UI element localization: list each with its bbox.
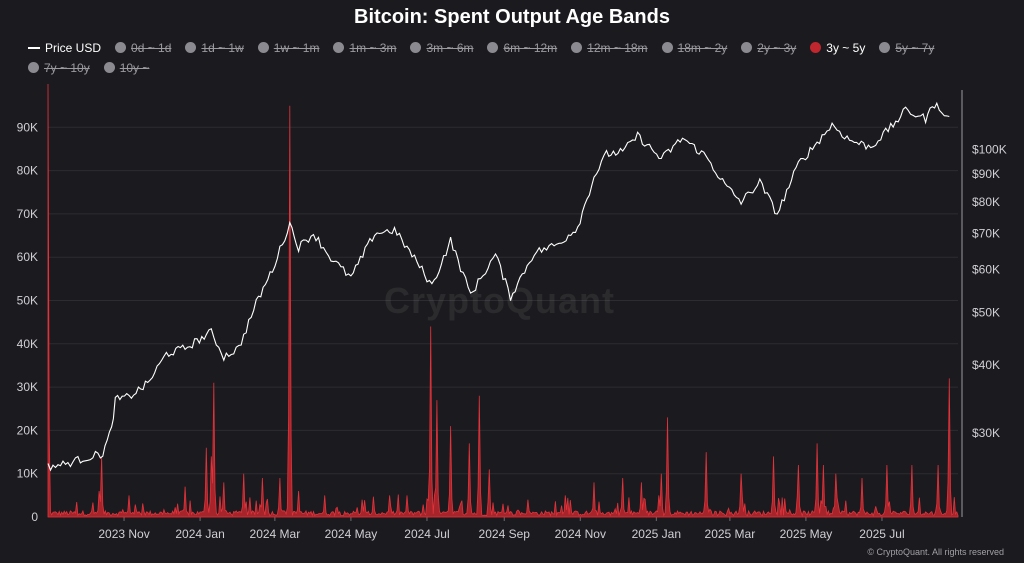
y-left-tick-label: 80K: [17, 164, 38, 178]
legend-item[interactable]: 10y ~: [103, 58, 150, 78]
legend-dot-icon: [487, 42, 499, 53]
legend-label: 6m ~ 12m: [503, 41, 558, 55]
y-left-tick-label: 50K: [17, 294, 38, 308]
legend-item[interactable]: 1w ~ 1m: [257, 38, 320, 58]
y-left-tick-label: 10K: [17, 467, 38, 481]
y-left-tick-label: 70K: [17, 207, 38, 221]
legend-dot-icon: [571, 42, 583, 53]
legend-dot-icon: [810, 42, 822, 53]
watermark: CryptoQuant: [384, 280, 615, 321]
x-tick-label: 2024 Nov: [555, 527, 606, 541]
x-tick-label: 2024 Jul: [404, 527, 449, 541]
y-left-tick-label: 20K: [17, 423, 38, 437]
series-price-line: [47, 101, 950, 472]
legend-item[interactable]: 3y ~ 5y: [810, 38, 865, 58]
y-right-tick-label: $90K: [972, 167, 1000, 181]
legend-label: 3m ~ 6m: [426, 41, 474, 55]
legend-item[interactable]: 1m ~ 3m: [333, 38, 396, 58]
legend-item[interactable]: 0d ~ 1d: [115, 38, 171, 58]
y-left-tick-label: 0: [31, 510, 38, 524]
legend-item[interactable]: 5y ~ 7y: [879, 38, 934, 58]
x-tick-label: 2025 Jul: [859, 527, 904, 541]
legend-dot-icon: [333, 42, 345, 53]
legend-item[interactable]: 1d ~ 1w: [185, 38, 244, 58]
x-tick-label: 2025 Jan: [632, 527, 681, 541]
x-tick-label: 2025 Mar: [705, 527, 756, 541]
legend-label: 2y ~ 3y: [757, 41, 797, 55]
x-tick-label: 2024 Jan: [175, 527, 224, 541]
legend-label: 1d ~ 1w: [201, 41, 244, 55]
x-tick-label: 2024 Mar: [250, 527, 301, 541]
y-right-tick-label: $70K: [972, 226, 1000, 240]
legend-dot-icon: [115, 42, 127, 53]
series-3y-5y-area: [47, 83, 959, 518]
legend-item[interactable]: 3m ~ 6m: [410, 38, 473, 58]
y-right-tick-label: $30K: [972, 426, 1000, 440]
legend-label: 18m ~ 2y: [677, 41, 728, 55]
legend-dot-icon: [410, 42, 422, 53]
y-left-tick-label: 30K: [17, 380, 38, 394]
y-right-tick-label: $60K: [972, 263, 1000, 277]
legend-dot-icon: [185, 42, 197, 53]
legend-label: 1w ~ 1m: [273, 41, 320, 55]
legend-item[interactable]: 2y ~ 3y: [741, 38, 796, 58]
legend-label: 3y ~ 5y: [826, 41, 866, 55]
legend-line-icon: [28, 47, 40, 49]
legend-label: Price USD: [45, 41, 102, 55]
x-tick-label: 2024 Sep: [479, 527, 531, 541]
y-right-tick-label: $40K: [972, 358, 1000, 372]
legend-dot-icon: [103, 62, 115, 73]
x-tick-label: 2023 Nov: [98, 527, 149, 541]
legend-label: 12m ~ 18m: [587, 41, 648, 55]
legend-label: 7y ~ 10y: [44, 61, 90, 75]
y-left-tick-label: 40K: [17, 337, 38, 351]
legend-label: 5y ~ 7y: [895, 41, 935, 55]
grid-lines: [48, 126, 958, 518]
legend-dot-icon: [28, 62, 39, 73]
y-left-tick-label: 60K: [17, 250, 38, 264]
legend-dot-icon: [741, 42, 753, 53]
x-tick-label: 2024 May: [325, 527, 378, 541]
legend-label: 1m ~ 3m: [349, 41, 397, 55]
legend-label: 0d ~ 1d: [131, 41, 172, 55]
legend-dot-icon: [257, 42, 269, 53]
copyright-text: © CryptoQuant. All rights reserved: [867, 547, 1004, 557]
y-right-tick-label: $50K: [972, 306, 1000, 320]
legend-dot-icon: [879, 42, 891, 53]
legend-item[interactable]: 12m ~ 18m: [571, 38, 648, 58]
x-tick-label: 2025 May: [780, 527, 833, 541]
legend-item[interactable]: 18m ~ 2y: [661, 38, 728, 58]
legend-label: 10y ~: [119, 61, 150, 75]
y-right-tick-label: $80K: [972, 195, 1000, 209]
legend-item[interactable]: Price USD: [28, 38, 101, 58]
y-left-tick-label: 90K: [17, 120, 38, 134]
legend-dot-icon: [661, 42, 673, 53]
chart-legend: Price USD 0d ~ 1d 1d ~ 1w 1w ~ 1m 1m ~ 3m 3m …: [28, 38, 1008, 78]
legend-item[interactable]: 6m ~ 12m: [487, 38, 557, 58]
legend-item[interactable]: 7y ~ 10y: [28, 58, 90, 78]
y-right-tick-label: $100K: [972, 142, 1007, 156]
chart-title: Bitcoin: Spent Output Age Bands: [354, 6, 670, 28]
